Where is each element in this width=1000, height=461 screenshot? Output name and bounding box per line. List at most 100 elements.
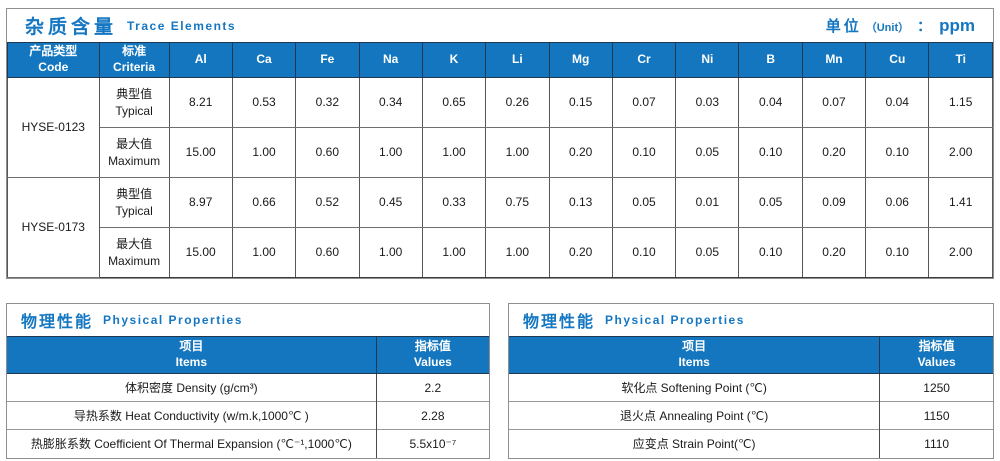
value-cell: 0.20: [548, 127, 613, 178]
row-label-zh: 最大值: [116, 137, 153, 152]
value-cell: 0.07: [801, 77, 867, 128]
physical-properties-title-bar: 物理性能 Physical Properties: [509, 304, 993, 336]
value-cell: 1.00: [358, 227, 423, 278]
value-cell: 0.32: [295, 77, 360, 128]
element-header-li: Li: [485, 42, 550, 78]
physical-properties-panel-left: 物理性能 Physical Properties 项目 Items 指标值 Va…: [6, 303, 490, 459]
items-header-en: Items: [175, 355, 208, 369]
row-label-cell: 最大值 Maximum: [98, 227, 170, 278]
column-header-criteria-zh: 标准: [122, 44, 147, 59]
unit-label: 单位 （Unit） ： ppm: [826, 15, 975, 36]
value-cell: 1.00: [485, 227, 550, 278]
value-cell: 0.10: [738, 227, 803, 278]
value-cell: 1110: [879, 429, 993, 458]
element-header-al: Al: [168, 42, 233, 78]
values-header-zh: 指标值: [414, 339, 451, 354]
value-cell: 2.00: [928, 127, 993, 178]
value-cell: 0.05: [738, 177, 803, 228]
items-header: 项目 Items: [509, 336, 880, 374]
element-header-b: B: [738, 42, 803, 78]
values-header-en: Values: [413, 355, 452, 369]
physical-title-en: Physical Properties: [103, 313, 243, 327]
column-header-criteria-en: Criteria: [113, 60, 156, 74]
column-header-criteria: 标准 Criteria: [98, 42, 170, 78]
value-cell: 0.10: [865, 227, 930, 278]
items-header-zh: 项目: [682, 339, 707, 354]
value-cell: 0.34: [358, 77, 423, 128]
table-row: HYSE-0173 典型值 Typical 8.97 0.66 0.52 0.4…: [7, 177, 993, 278]
element-header-na: Na: [358, 42, 423, 78]
table-row: 软化点 Softening Point (℃) 1250: [509, 373, 993, 402]
item-cell: 热膨胀系数 Coefficient Of Thermal Expansion (…: [7, 429, 377, 458]
value-cell: 0.07: [611, 77, 677, 128]
row-label-zh: 典型值: [116, 187, 153, 202]
value-cell: 2.28: [375, 401, 489, 430]
unit-label-en: （Unit）: [865, 22, 910, 34]
items-header-zh: 项目: [179, 339, 204, 354]
trace-title-zh: 杂质含量: [25, 17, 118, 38]
table-row: 导热系数 Heat Conductivity (w/m.k,1000℃ ) 2.…: [7, 401, 489, 430]
value-cell: 0.04: [738, 77, 803, 128]
value-cell: 0.10: [611, 127, 677, 178]
physical-header-row: 项目 Items 指标值 Values: [509, 336, 993, 374]
value-cell: 0.33: [421, 177, 487, 228]
value-cell: 2.00: [928, 227, 993, 278]
values-header-zh: 指标值: [918, 339, 955, 354]
item-cell: 导热系数 Heat Conductivity (w/m.k,1000℃ ): [7, 401, 377, 430]
physical-properties-panel-right: 物理性能 Physical Properties 项目 Items 指标值 Va…: [508, 303, 994, 459]
column-header-code-en: Code: [38, 60, 69, 74]
element-header-fe: Fe: [295, 42, 360, 78]
value-cell: 1150: [879, 401, 993, 430]
physical-properties-title-bar: 物理性能 Physical Properties: [7, 304, 489, 336]
table-row: HYSE-0123 典型值 Typical 8.21 0.53 0.32 0.3…: [7, 77, 993, 178]
value-cell: 1.00: [231, 127, 297, 178]
row-label-en: Typical: [115, 203, 153, 218]
value-cell: 0.05: [675, 227, 740, 278]
value-cell: 0.06: [865, 177, 930, 228]
table-row: 应变点 Strain Point(℃) 1110: [509, 429, 993, 458]
value-cell: 1.00: [485, 127, 550, 178]
values-header-en: Values: [917, 355, 956, 369]
value-cell: 0.20: [548, 227, 613, 278]
element-header-mg: Mg: [548, 42, 613, 78]
value-cell: 1.41: [928, 177, 993, 228]
value-cell: 1.00: [421, 127, 487, 178]
value-cell: 15.00: [168, 127, 233, 178]
trace-elements-panel: 杂质含量 Trace Elements 单位 （Unit） ： ppm 产品类型…: [6, 8, 994, 279]
column-header-code-zh: 产品类型: [29, 44, 78, 59]
item-cell: 应变点 Strain Point(℃): [509, 429, 880, 458]
value-cell: 0.45: [358, 177, 423, 228]
row-label-cell: 典型值 Typical: [98, 77, 170, 128]
element-header-cr: Cr: [611, 42, 677, 78]
value-cell: 8.97: [168, 177, 233, 228]
table-row: 最大值 Maximum 15.00 1.00 0.60 1.00 1.00 1.…: [8, 227, 993, 278]
product-code-cell: HYSE-0123: [7, 77, 100, 178]
value-cell: 15.00: [168, 227, 233, 278]
unit-value: ppm: [939, 16, 975, 35]
value-cell: 0.10: [738, 127, 803, 178]
value-cell: 1.15: [928, 77, 993, 128]
physical-header-row: 项目 Items 指标值 Values: [7, 336, 489, 374]
value-cell: 0.66: [231, 177, 297, 228]
value-cell: 0.53: [231, 77, 297, 128]
value-cell: 2.2: [375, 373, 489, 402]
trace-elements-table: 产品类型 Code 标准 Criteria Al Ca Fe Na K Li M…: [7, 42, 993, 278]
row-label-en: Maximum: [108, 153, 161, 168]
trace-header-row: 产品类型 Code 标准 Criteria Al Ca Fe Na K Li M…: [7, 42, 993, 78]
element-header-ni: Ni: [675, 42, 740, 78]
product-code-cell: HYSE-0173: [7, 177, 100, 278]
value-cell: 0.01: [675, 177, 740, 228]
value-cell: 0.13: [548, 177, 613, 228]
value-cell: 0.26: [485, 77, 550, 128]
row-label-en: Maximum: [108, 253, 161, 268]
row-label-zh: 典型值: [116, 87, 153, 102]
values-header: 指标值 Values: [879, 336, 993, 374]
value-cell: 8.21: [168, 77, 233, 128]
element-header-mn: Mn: [801, 42, 867, 78]
unit-label-zh: 单位: [825, 18, 862, 35]
physical-properties-table: 项目 Items 指标值 Values 软化点 Softening Point …: [509, 336, 993, 458]
value-cell: 0.10: [865, 127, 930, 178]
element-header-k: K: [421, 42, 487, 78]
trace-title-en: Trace Elements: [127, 18, 237, 33]
value-cell: 0.20: [801, 127, 867, 178]
